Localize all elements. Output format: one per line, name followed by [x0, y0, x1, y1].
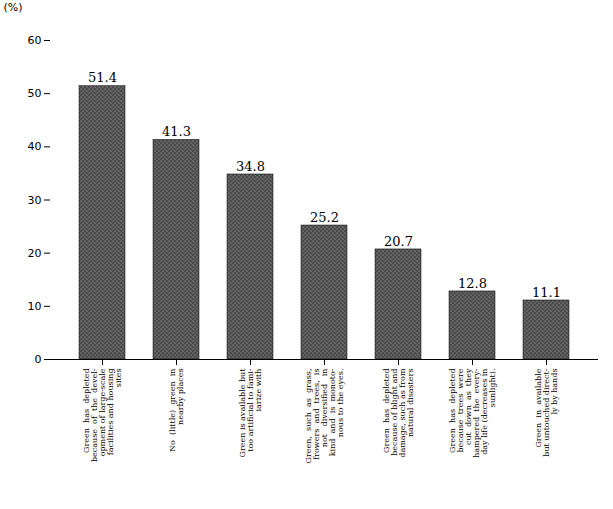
svg-text:Green in availablebut untouc: Green in availablebut untouched direct-l… — [534, 368, 559, 456]
svg-text:50: 50 — [28, 87, 42, 100]
svg-text:41.3: 41.3 — [162, 124, 191, 139]
svg-text:Green, such as grass,frower: Green, such as grass,frowers and trees, … — [304, 368, 345, 463]
svg-text:11.1: 11.1 — [532, 285, 561, 300]
svg-text:34.8: 34.8 — [236, 159, 265, 174]
svg-text:60: 60 — [28, 34, 42, 47]
svg-text:No (little) green innearby: No (little) green innearby places — [168, 369, 185, 452]
svg-text:20.7: 20.7 — [384, 234, 413, 249]
svg-text:10: 10 — [28, 300, 42, 313]
svg-text:Green has depletedbecause o: Green has depletedbecause of the devel-o… — [82, 368, 123, 462]
svg-text:Green is available buttoo arti: Green is available buttoo artificial to … — [238, 368, 263, 458]
svg-text:12.8: 12.8 — [458, 276, 487, 291]
svg-text:Green has depletedbecause t: Green has depletedbecause trees werecut … — [448, 368, 497, 458]
svg-text:(%): (%) — [4, 1, 23, 14]
svg-text:51.4: 51.4 — [88, 70, 117, 85]
svg-text:Green has depletedbecause of: Green has depletedbecause of blight andd… — [382, 368, 415, 458]
svg-text:0: 0 — [35, 353, 42, 366]
svg-text:20: 20 — [28, 247, 42, 260]
svg-text:40: 40 — [28, 140, 42, 153]
svg-text:30: 30 — [28, 194, 42, 207]
svg-text:25.2: 25.2 — [310, 210, 339, 225]
